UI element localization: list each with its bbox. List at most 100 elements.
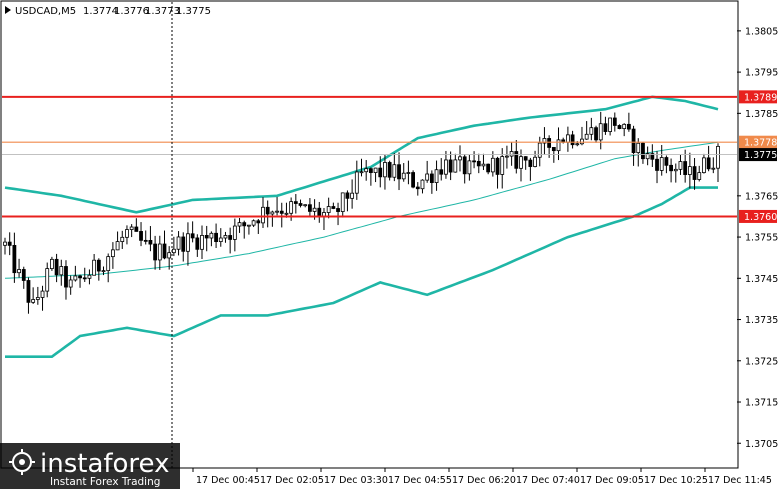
level-tag-1.3778 <box>739 135 777 149</box>
time-tick-label: 17 Dec 07:40 <box>516 475 580 486</box>
price-tick-label: 1.3735 <box>745 315 778 326</box>
time-tick-label: 17 Dec 10:25 <box>644 475 708 486</box>
candle-body <box>101 270 106 273</box>
candle-body <box>171 248 176 254</box>
indicators-layer <box>4 95 719 358</box>
logo-mark-icon <box>9 449 35 475</box>
candle-body <box>608 117 613 132</box>
candle-body <box>406 172 411 174</box>
candle-body <box>143 239 148 242</box>
moving-average-line <box>4 141 719 279</box>
candle-body <box>317 207 322 217</box>
candle-body <box>669 164 673 172</box>
price-axis: 1.3805 1.3795 1.3785 1.3765 1.3755 1.3745 1.37… <box>737 26 778 450</box>
candle-body <box>204 235 209 239</box>
levels-layer: 1.3789 1.3778 1.3760 1.3775 <box>2 90 777 223</box>
candle-body <box>110 249 115 258</box>
candle-body <box>495 157 500 175</box>
candle-body <box>453 159 458 173</box>
candle-body <box>340 192 345 212</box>
candle-body <box>368 168 373 173</box>
candle-body <box>622 123 627 129</box>
logo-brand: instaforex <box>40 449 169 479</box>
candle-body <box>364 168 369 173</box>
candle-body <box>603 123 608 132</box>
candle-body <box>411 172 415 188</box>
candle-body <box>584 133 589 140</box>
level-tag-1.3789 <box>739 90 777 104</box>
candle-body <box>476 160 481 167</box>
candle-body <box>500 156 505 175</box>
candle-body <box>237 222 242 227</box>
candle-body <box>167 252 172 259</box>
candle-body <box>570 134 575 146</box>
candle-body <box>336 208 340 212</box>
candle-body <box>64 266 68 288</box>
candle-body <box>96 259 101 272</box>
candle-body <box>345 192 350 199</box>
candle-body <box>692 166 697 180</box>
candle-body <box>575 143 580 146</box>
candle-body <box>7 241 12 246</box>
candle-body <box>157 243 162 261</box>
candle-body <box>251 220 256 226</box>
candle-body <box>3 241 7 246</box>
candle-body <box>444 159 448 175</box>
candle-body <box>209 232 214 239</box>
candle-body <box>636 142 641 154</box>
price-tick-label: 1.3785 <box>745 109 778 120</box>
candle-body <box>359 171 364 174</box>
candle-body <box>509 151 514 157</box>
candle-body <box>589 127 594 135</box>
candle-body <box>45 268 50 292</box>
header-high: 1.3776 <box>114 6 149 17</box>
candle-body <box>415 186 420 190</box>
candle-body <box>82 277 87 280</box>
candle-body <box>134 226 139 232</box>
instaforex-logo: instaforex Instant Forex Trading <box>0 443 180 489</box>
time-tick-label: 17 Dec 09:05 <box>580 475 644 486</box>
candle-body <box>148 240 153 245</box>
price-tick-label: 1.3715 <box>745 398 778 409</box>
candle-body <box>626 123 631 130</box>
candle-body <box>490 157 495 173</box>
candles-layer <box>3 111 720 314</box>
candle-body <box>214 232 218 243</box>
logo-tagline: Instant Forex Trading <box>50 476 160 488</box>
candle-body <box>655 158 659 171</box>
candle-body <box>542 138 547 144</box>
candle-body <box>439 169 444 175</box>
level-label-1.3760: 1.3760 <box>744 212 777 223</box>
candle-body <box>612 117 617 126</box>
candle-body <box>326 206 331 213</box>
candle-body <box>26 280 31 303</box>
candle-body <box>68 279 73 288</box>
candle-body <box>218 237 223 243</box>
candle-body <box>664 157 669 166</box>
candle-body <box>87 274 92 279</box>
bollinger-lower-band <box>5 186 718 358</box>
candle-body <box>420 179 425 190</box>
header-close: 1.3775 <box>176 6 211 17</box>
candle-body <box>519 156 523 169</box>
candle-body <box>467 160 472 175</box>
candle-body <box>162 243 167 259</box>
candle-body <box>514 151 519 169</box>
candle-body <box>547 138 552 148</box>
candle-body <box>261 206 265 224</box>
candle-body <box>617 125 622 129</box>
candle-body <box>21 269 26 281</box>
time-tick-label: 17 Dec 03:30 <box>324 475 388 486</box>
candle-body <box>181 236 186 252</box>
candle-body <box>556 139 561 152</box>
candle-body <box>289 201 294 214</box>
candle-body <box>505 155 509 158</box>
candle-body <box>378 167 383 178</box>
candle-body <box>683 161 688 175</box>
candle-body <box>279 210 284 214</box>
candle-body <box>50 258 54 269</box>
candle-body <box>678 161 683 170</box>
level-tag-1.3760 <box>739 209 777 223</box>
candle-body <box>425 173 430 181</box>
